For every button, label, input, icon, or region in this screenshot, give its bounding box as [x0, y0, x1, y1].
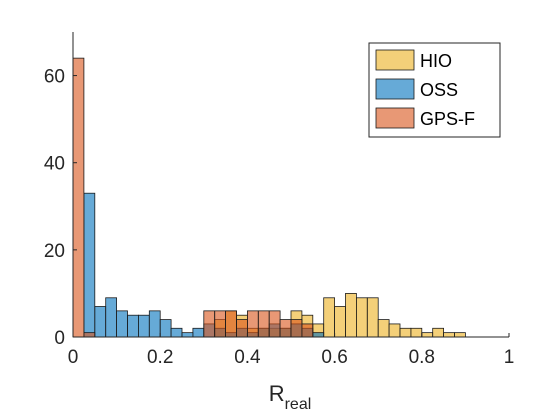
hio-bar-22 [454, 332, 466, 338]
oss-bar-10 [181, 332, 194, 338]
hio-bar-16 [388, 323, 401, 338]
oss-bar-3 [105, 297, 117, 338]
oss-bar-4 [116, 310, 128, 338]
hio-bar-11 [334, 306, 346, 338]
gps-f-bar-3 [214, 310, 226, 338]
gps-f-bar-11 [301, 323, 314, 338]
x-axis-label-subscript: real [285, 396, 312, 413]
oss-bar-11 [192, 327, 205, 338]
x-tick-label-3: 0.6 [321, 347, 347, 368]
legend-swatch-oss [375, 78, 415, 100]
x-tick-label-2: 0.4 [234, 347, 261, 368]
legend-label-oss: OSS [420, 80, 458, 100]
oss-bar-1 [83, 192, 96, 338]
legend-swatch-hio [375, 49, 415, 71]
y-tick-label-1: 20 [44, 241, 65, 262]
oss-bar-6 [137, 314, 150, 338]
legend-label-hio: HIO [420, 51, 452, 71]
legend: HIO OSS GPS-F [368, 42, 501, 138]
x-axis-label-base: R [269, 381, 285, 406]
x-tick-label-0: 0 [68, 347, 79, 368]
hio-bar-20 [432, 327, 445, 338]
legend-swatch-gps-f [375, 107, 415, 129]
gps-f-bar-5 [236, 319, 248, 338]
y-tick-label-2: 40 [44, 154, 65, 175]
x-tick-label-1: 0.2 [147, 347, 173, 368]
hio-bar-18 [410, 327, 423, 338]
hio-bar-19 [421, 332, 434, 338]
x-tick-label-5: 1 [504, 347, 515, 368]
hio-bar-12 [345, 293, 357, 338]
hio-bar-15 [377, 319, 390, 338]
gps-f-bar-1 [83, 332, 96, 338]
ticks-layer: 0 0.2 0.4 0.6 0.8 1 0 20 40 60 [44, 67, 514, 368]
oss-bar-22 [312, 332, 325, 338]
gps-f-bar-4 [225, 310, 237, 338]
oss-bar-8 [159, 319, 172, 338]
axes-layer [72, 32, 509, 338]
legend-label-gps-f: GPS-F [420, 109, 475, 129]
y-tick-label-0: 0 [54, 328, 65, 349]
hio-bar-13 [355, 297, 368, 338]
gps-f-bar-10 [290, 319, 303, 338]
y-tick-label-3: 60 [44, 67, 65, 88]
hio-bar-21 [443, 332, 455, 338]
hio-bar-10 [323, 297, 336, 338]
legend-items: HIO OSS GPS-F [375, 49, 475, 129]
bars-layer [72, 57, 466, 338]
gps-f-bar-9 [279, 319, 292, 338]
x-tick-label-4: 0.8 [409, 347, 435, 368]
oss-bar-7 [148, 310, 161, 338]
gps-f-bar-2 [203, 310, 216, 338]
gps-f-bar-7 [257, 310, 270, 338]
gps-f-bar-0 [72, 57, 85, 338]
gps-f-bar-6 [246, 310, 259, 338]
gps-f-bar-8 [268, 310, 281, 338]
oss-bar-9 [170, 327, 183, 338]
x-axis-label: Rreal [269, 381, 312, 413]
hio-bar-17 [399, 327, 412, 338]
oss-bar-5 [127, 314, 139, 338]
oss-bar-2 [94, 306, 107, 338]
hio-bar-14 [366, 297, 379, 338]
